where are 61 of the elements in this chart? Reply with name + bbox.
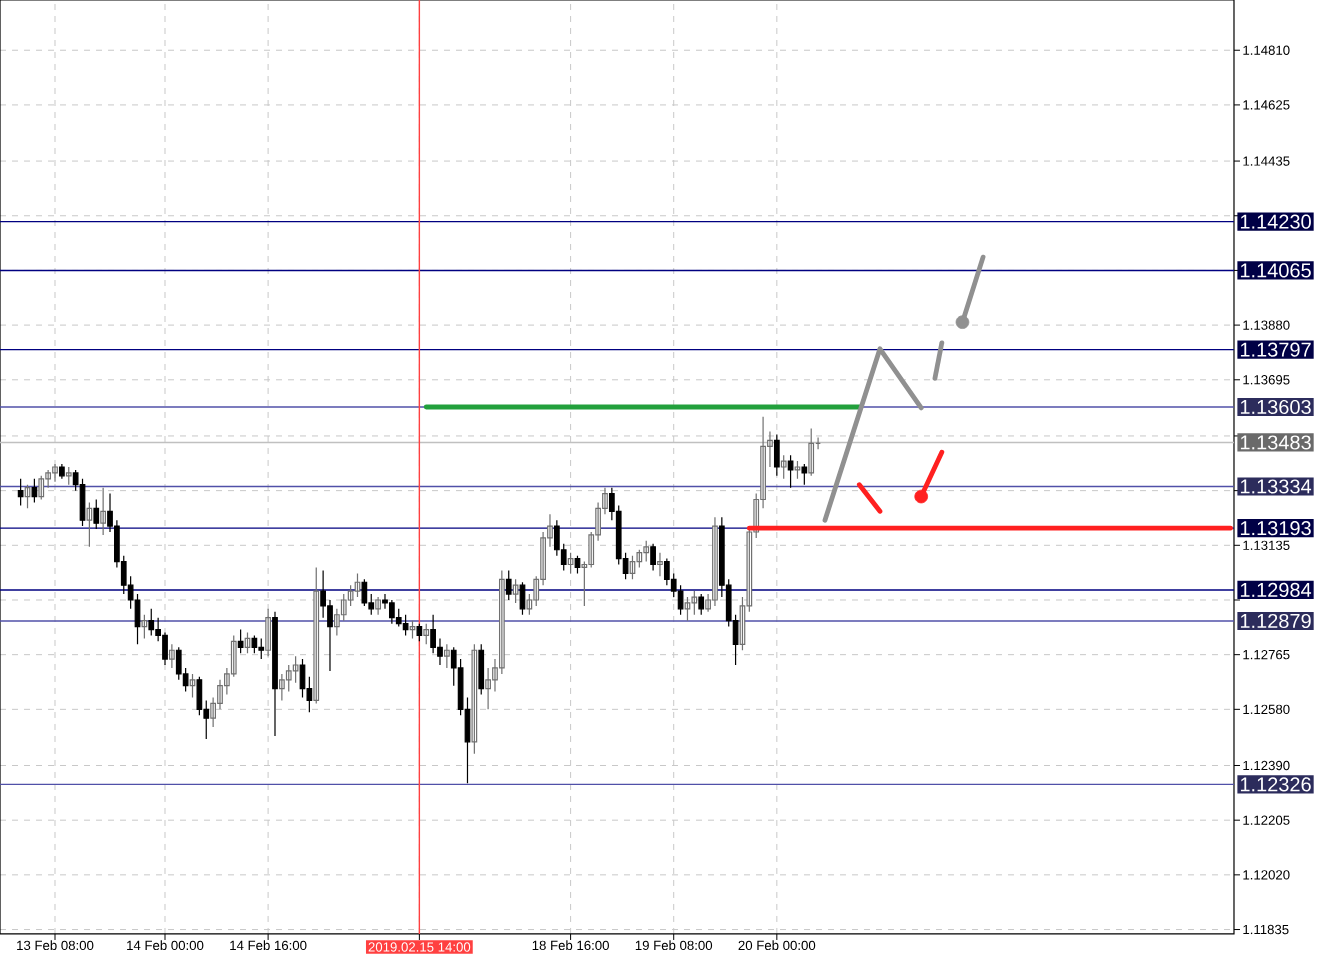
candlestick — [148, 608, 155, 637]
candlestick — [38, 475, 45, 501]
ref-line-label: 1.13483 — [1240, 435, 1311, 450]
ref-line-label: 1.13797 — [1240, 342, 1311, 357]
ref-line-label: 1.12879 — [1240, 613, 1311, 629]
candlestick — [471, 643, 478, 755]
candlestick — [272, 611, 278, 737]
candlestick — [643, 540, 650, 563]
candlestick — [780, 454, 787, 480]
candlestick — [684, 596, 691, 622]
candlestick — [169, 643, 175, 669]
candlestick — [354, 572, 361, 598]
candlestick — [402, 614, 409, 637]
candlestick — [794, 460, 801, 480]
candlestick — [375, 596, 381, 616]
candlestick — [251, 634, 258, 654]
candlestick — [512, 578, 519, 604]
candlestick — [567, 552, 574, 574]
candlestick — [443, 643, 450, 669]
ref-line-label: 1.12984 — [1240, 582, 1312, 598]
candlestick — [292, 655, 299, 684]
candlestick — [505, 569, 512, 601]
candlestick — [416, 623, 423, 642]
candlestick — [17, 478, 24, 506]
candlestick — [141, 614, 148, 640]
ref-line-label: 1.13603 — [1240, 399, 1311, 415]
candlestick — [258, 637, 265, 660]
candlestick — [189, 673, 196, 699]
ref-line-label: 1.13334 — [1240, 479, 1312, 494]
candlestick — [808, 427, 815, 477]
candlestick — [478, 643, 485, 696]
candlestick — [59, 463, 65, 480]
candlestick — [787, 454, 794, 489]
candlestick — [395, 608, 402, 628]
candlestick — [265, 608, 271, 657]
ref-line-label: 1.14065 — [1240, 263, 1311, 278]
candlestick — [313, 566, 320, 705]
candlestick — [285, 664, 292, 693]
ref-line-label: 1.12326 — [1240, 777, 1311, 792]
candlestick — [52, 463, 58, 483]
candlestick — [712, 516, 718, 607]
candlestick — [31, 478, 38, 504]
candlestick — [279, 673, 285, 702]
candlestick — [100, 487, 106, 536]
candlestick — [93, 498, 100, 530]
candlestick — [86, 501, 93, 548]
candlestick — [65, 466, 72, 486]
candlestick — [657, 552, 663, 577]
candlestick — [485, 667, 491, 710]
candlestick — [409, 620, 416, 640]
candlestick — [773, 433, 780, 477]
candlestick — [361, 578, 368, 607]
candlestick — [423, 623, 430, 645]
candlestick — [698, 593, 705, 616]
candlestick — [388, 599, 395, 625]
candlestick — [237, 628, 244, 654]
ref-line-label: 1.14230 — [1240, 214, 1311, 229]
candlestick — [691, 590, 698, 616]
candlestick — [801, 463, 808, 486]
candlestick — [650, 543, 656, 572]
ref-line-label: 1.13193 — [1240, 521, 1311, 536]
